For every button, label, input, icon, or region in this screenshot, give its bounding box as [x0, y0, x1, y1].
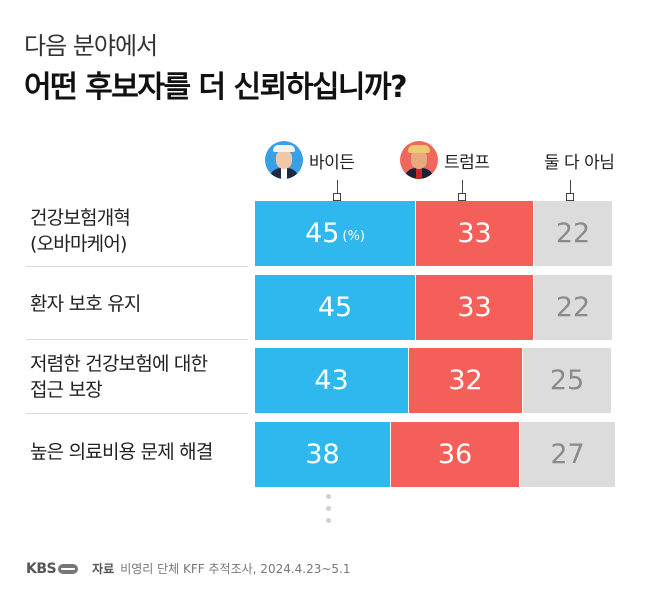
- row-label-2: 저렴한 건강보험에 대한 접근 보장: [30, 351, 208, 403]
- marker-box-trump: [458, 193, 466, 201]
- bar-value-biden-row-1: 45: [317, 292, 353, 323]
- source-key: 자료: [92, 562, 115, 576]
- bar-neither-row-3: 27: [520, 422, 615, 487]
- bar-value-biden-row-3: 38: [305, 439, 340, 470]
- biden-avatar: [265, 141, 303, 179]
- bar-value-biden-row-2: 43: [314, 365, 349, 396]
- bar-value-trump-row-2: 32: [448, 365, 483, 396]
- legend-label-biden: 바이든: [309, 152, 355, 173]
- trump-avatar: [400, 141, 438, 179]
- bar-biden-row-3: 38: [255, 422, 390, 487]
- bar-value-biden-row-0: 45: [305, 218, 340, 249]
- row-separator: [26, 266, 248, 267]
- legend-trump: 트럼프: [400, 140, 490, 180]
- marker-line-biden: [337, 180, 338, 200]
- row-separator: [26, 413, 248, 414]
- subtitle: 다음 분야에서: [24, 32, 158, 60]
- row-label-2-line-2: 접근 보장: [30, 379, 103, 401]
- bar-neither-row-0: 22: [534, 201, 612, 266]
- legend-neither: 둘 다 아님: [544, 140, 615, 180]
- legend-biden: 바이든: [265, 140, 355, 180]
- bar-value-neither-row-2: 25: [549, 365, 585, 396]
- bar-biden-row-2: 43: [255, 348, 408, 413]
- bar-trump-row-2: 32: [409, 348, 522, 413]
- marker-line-trump: [462, 180, 463, 200]
- bar-value-trump-row-1: 33: [457, 292, 492, 323]
- marker-box-biden: [333, 193, 341, 201]
- marker-line-neither: [570, 180, 571, 200]
- kbs-logo-icon: [58, 563, 79, 574]
- row-label-0: 건강보험개혁 (오바마케어): [30, 205, 131, 257]
- bar-trump-row-3: 36: [391, 422, 519, 487]
- bar-value-neither-row-3: 27: [550, 439, 585, 470]
- bar-biden-row-0: 45 (%): [255, 201, 415, 266]
- more-dot: [326, 518, 331, 523]
- row-label-0-line-1: 건강보험개혁: [30, 207, 131, 229]
- bar-value-trump-row-0: 33: [457, 218, 492, 249]
- row-label-1: 환자 보호 유지: [30, 291, 141, 317]
- legend-label-neither: 둘 다 아님: [544, 152, 615, 173]
- bar-trump-row-0: 33: [416, 201, 533, 266]
- kbs-logo-text: KBS: [26, 560, 57, 577]
- unit-label: (%): [342, 229, 365, 244]
- row-separator: [26, 339, 248, 340]
- source-text: 비영리 단체 KFF 추적조사, 2024.4.23~5.1: [120, 562, 351, 576]
- more-dot: [326, 506, 331, 511]
- row-label-3-line-1: 높은 의료비용 문제 해결: [30, 441, 213, 463]
- row-label-1-line-1: 환자 보호 유지: [30, 293, 141, 315]
- bar-value-trump-row-3: 36: [437, 439, 473, 470]
- bar-biden-row-1: 45: [255, 275, 415, 340]
- bar-neither-row-2: 25: [523, 348, 611, 413]
- bar-trump-row-1: 33: [416, 275, 533, 340]
- row-label-3: 높은 의료비용 문제 해결: [30, 439, 213, 465]
- legend-label-trump: 트럼프: [444, 152, 490, 173]
- footer: KBS 자료 비영리 단체 KFF 추적조사, 2024.4.23~5.1: [26, 560, 351, 577]
- bar-value-neither-row-1: 22: [555, 292, 591, 323]
- row-label-2-line-1: 저렴한 건강보험에 대한: [30, 353, 208, 375]
- row-label-0-line-2: (오바마케어): [30, 233, 127, 255]
- more-dot: [326, 494, 331, 499]
- bar-value-neither-row-0: 22: [555, 218, 591, 249]
- page-title: 어떤 후보자를 더 신뢰하십니까?: [24, 70, 408, 105]
- marker-box-neither: [566, 193, 574, 201]
- bar-neither-row-1: 22: [534, 275, 612, 340]
